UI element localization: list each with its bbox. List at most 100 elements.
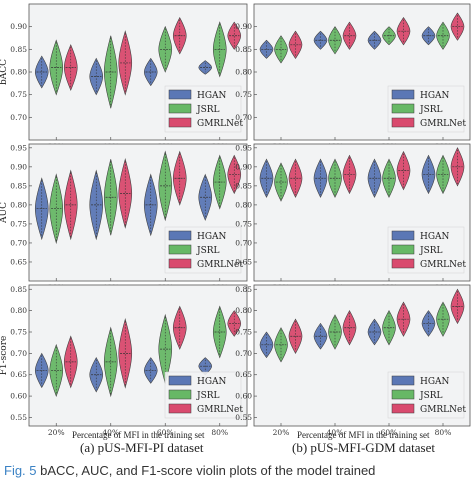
violin-jsrl	[436, 21, 450, 50]
violin-hgan	[143, 357, 158, 384]
y-tick-label: 0.85	[10, 181, 27, 190]
legend-label-gmrlnet: GMRLNet	[197, 260, 243, 270]
legend-swatch-jsrl	[391, 103, 415, 114]
y-tick-label: 0.85	[235, 45, 252, 54]
violin-jsrl	[103, 326, 118, 398]
legend-swatch-jsrl	[168, 389, 192, 400]
violin-jsrl	[328, 26, 342, 55]
y-tick-label: 0.75	[235, 90, 252, 99]
y-tick-label: 0.90	[235, 22, 252, 31]
violin-hgan	[34, 55, 49, 89]
panel-b-f1: 0.55 0.60 0.65 0.70 0.75 0.80 0.85 20% 40% 60% 80%…	[235, 284, 471, 437]
x-tick-label: 60%	[157, 428, 174, 437]
y-tick-label: 0.90	[10, 22, 27, 31]
violin-hgan	[367, 158, 382, 198]
legend-swatch-gmrlnet	[168, 403, 192, 414]
x-tick-label: 40%	[327, 428, 344, 437]
violin-gmrlnet	[227, 21, 242, 50]
x-tick-label: 20%	[273, 428, 290, 437]
y-tick-label: 0.65	[10, 370, 27, 379]
violin-jsrl	[328, 158, 342, 198]
legend-swatch-gmrlnet	[168, 258, 192, 269]
legend-label-hgan: HGAN	[420, 377, 450, 387]
legend-label-gmrlnet: GMRLNet	[420, 405, 466, 415]
y-tick-label: 0.70	[10, 238, 27, 247]
violin-gmrlnet	[342, 154, 357, 195]
violin-jsrl	[436, 154, 450, 195]
legend-swatch-hgan	[391, 375, 415, 386]
y-tick-label: 0.80	[10, 200, 27, 209]
y-tick-label: 0.85	[10, 45, 27, 54]
y-tick-label: 0.80	[10, 306, 27, 315]
legend-label-gmrlnet: GMRLNet	[197, 405, 243, 415]
y-tick-label: 0.60	[235, 392, 252, 401]
y-tick-label: 0.90	[235, 162, 252, 171]
legend-swatch-gmrlnet	[168, 117, 192, 128]
y-tick-label: 0.70	[235, 349, 252, 358]
violin-hgan	[198, 173, 213, 221]
violin-gmrlnet	[342, 21, 357, 50]
legend-swatch-hgan	[168, 89, 192, 100]
violin-gmrlnet	[118, 318, 133, 389]
y-tick-label: 0.65	[10, 257, 27, 266]
subtitle-a: (a) pUS-MFI-PI dataset	[80, 440, 204, 455]
y-tick-label: 0.65	[235, 370, 252, 379]
violin-jsrl	[382, 158, 396, 198]
legend-label-hgan: HGAN	[197, 91, 227, 101]
y-tick-label: 0.70	[10, 349, 27, 358]
y-tick-label: 0.60	[10, 392, 27, 401]
violin-gmrlnet	[63, 43, 78, 91]
legend-label-hgan: HGAN	[420, 91, 450, 101]
violin-jsrl	[274, 162, 288, 202]
subtitle-b: (b) pUS-MFI-GDM dataset	[292, 440, 435, 455]
y-tick-label: 0.70	[235, 238, 252, 247]
y-tick-label: 0.75	[10, 219, 27, 228]
violin-gmrlnet	[227, 154, 242, 195]
y-tick-label: 0.95	[10, 143, 27, 152]
x-tick-label: 20%	[48, 428, 65, 437]
violin-hgan	[143, 57, 158, 87]
violin-hgan	[421, 154, 436, 195]
y-axis-label: AUC	[0, 202, 9, 224]
legend-swatch-hgan	[168, 230, 192, 241]
x-tick-label: 80%	[435, 428, 452, 437]
violin-jsrl	[158, 25, 173, 73]
violin-gmrlnet	[288, 158, 303, 198]
y-tick-label: 0.70	[10, 113, 27, 122]
legend-swatch-gmrlnet	[391, 117, 415, 128]
legend-swatch-hgan	[168, 375, 192, 386]
legend-swatch-jsrl	[391, 244, 415, 255]
x-tick-label: 40%	[102, 428, 119, 437]
legend-label-hgan: HGAN	[420, 232, 450, 242]
x-axis-label-a: Percentage of MFI in the training set	[72, 430, 205, 440]
violin-gmrlnet	[396, 17, 411, 46]
violin-gmrlnet	[63, 169, 78, 241]
legend-swatch-gmrlnet	[391, 258, 415, 269]
caption-prefix: Fig. 5	[4, 463, 37, 478]
y-tick-label: 0.65	[235, 257, 252, 266]
violin-gmrlnet	[118, 30, 133, 96]
violin-jsrl	[158, 150, 173, 222]
legend-swatch-jsrl	[168, 103, 192, 114]
violin-gmrlnet	[118, 158, 133, 229]
y-tick-label: 0.85	[10, 285, 27, 294]
violin-gmrlnet	[450, 12, 465, 41]
legend-label-jsrl: JSRL	[419, 105, 443, 115]
legend-label-hgan: HGAN	[197, 232, 227, 242]
x-tick-label: 60%	[381, 428, 398, 437]
x-tick-label: 80%	[211, 428, 228, 437]
legend-swatch-jsrl	[391, 389, 415, 400]
y-tick-label: 0.80	[235, 200, 252, 209]
violin-hgan	[259, 158, 274, 198]
violin-hgan	[259, 331, 274, 359]
legend-label-gmrlnet: GMRLNet	[420, 260, 466, 270]
y-tick-label: 0.80	[235, 306, 252, 315]
y-tick-label: 0.55	[10, 413, 27, 422]
legend-swatch-hgan	[391, 89, 415, 100]
violin-hgan	[198, 60, 213, 75]
legend-swatch-hgan	[391, 230, 415, 241]
y-tick-label: 0.75	[235, 219, 252, 228]
violin-jsrl	[49, 343, 64, 397]
violin-gmrlnet	[450, 147, 465, 187]
